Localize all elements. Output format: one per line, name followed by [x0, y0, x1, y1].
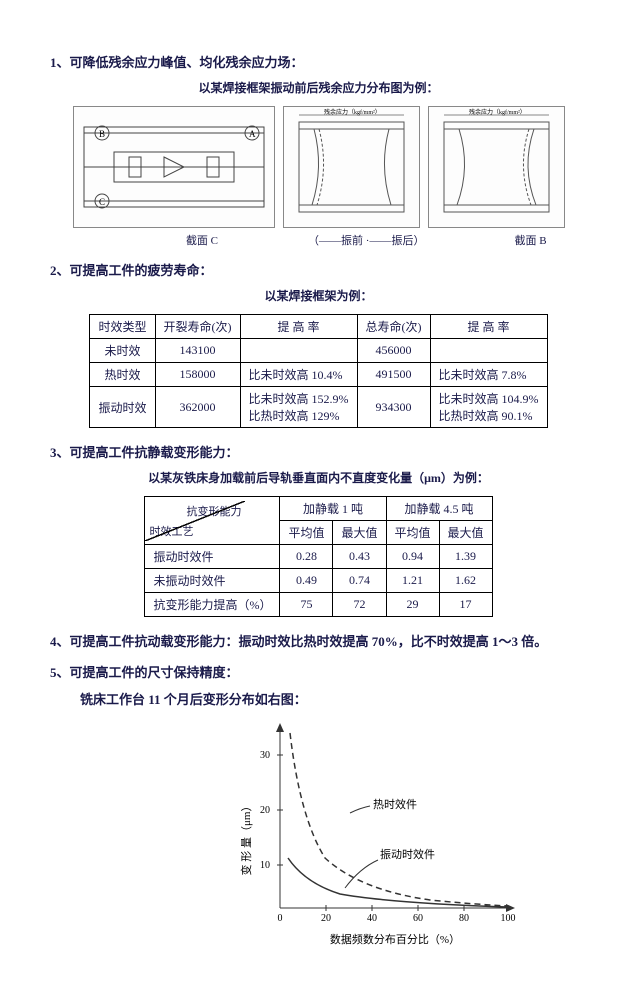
- svg-text:80: 80: [459, 913, 469, 924]
- td: 抗变形能力提高（%）: [145, 593, 280, 617]
- figure-labels: x 截面 C （——振前 ·——振后） 截面 B: [50, 232, 587, 248]
- series-vibration: [288, 858, 508, 907]
- table-row: 振动时效件 0.28 0.43 0.94 1.39: [145, 545, 492, 569]
- th: 总寿命(次): [357, 315, 430, 339]
- fig-label-mid: （——振前 ·——振后）: [308, 232, 424, 248]
- series-thermal: [290, 733, 508, 906]
- th: 提 高 率: [430, 315, 547, 339]
- th: 时效类型: [90, 315, 155, 339]
- decay-chart: 30 20 10 0 20 40 60 80 100 热时效件 振动时效件 变 形 量（…: [230, 718, 530, 952]
- td: [240, 339, 357, 363]
- td: 29: [386, 593, 439, 617]
- svg-text:20: 20: [321, 913, 331, 924]
- ytick: 10: [260, 860, 270, 871]
- th: 加静载 4.5 吨: [386, 497, 492, 521]
- td: 143100: [155, 339, 240, 363]
- td: 振动时效件: [145, 545, 280, 569]
- heading-3: 3、可提高工件抗静载变形能力：: [50, 442, 587, 461]
- x-axis-label: 数据频数分布百分比（%）: [330, 932, 460, 946]
- section-c-diagram: 残余应力（kgf/mm²）: [283, 106, 420, 228]
- th: 最大值: [333, 521, 386, 545]
- heading-5: 5、可提高工件的尺寸保持精度：: [50, 662, 587, 681]
- ytick: 30: [260, 750, 270, 761]
- table-row: 抗变形能力提高（%） 75 72 29 17: [145, 593, 492, 617]
- table-head-row: 时效类型 开裂寿命(次) 提 高 率 总寿命(次) 提 高 率: [90, 315, 547, 339]
- corner-cell: 抗变形能力 时效工艺: [145, 497, 280, 545]
- svg-text:残余应力（kgf/mm²）: 残余应力（kgf/mm²）: [324, 108, 381, 116]
- fig-label-b: 截面 B: [514, 232, 546, 248]
- td: 比未时效高 10.4%: [240, 363, 357, 387]
- td: 456000: [357, 339, 430, 363]
- caption-3: 以某灰铁床身加载前后导轨垂直面内不直度变化量（μm）为例：: [50, 469, 587, 486]
- svg-text:40: 40: [367, 913, 377, 924]
- td: 75: [280, 593, 333, 617]
- td: 比未时效高 152.9% 比热时效高 129%: [240, 387, 357, 428]
- table-row: 振动时效 362000 比未时效高 152.9% 比热时效高 129% 9343…: [90, 387, 547, 428]
- td: 362000: [155, 387, 240, 428]
- td: 振动时效: [90, 387, 155, 428]
- caption-2: 以某焊接框架为例：: [50, 287, 587, 304]
- th: 开裂寿命(次): [155, 315, 240, 339]
- svg-text:B: B: [99, 129, 105, 139]
- td: 1.39: [439, 545, 492, 569]
- th: 最大值: [439, 521, 492, 545]
- td: 比未时效高 7.8%: [430, 363, 547, 387]
- td: 491500: [357, 363, 430, 387]
- td: 0.28: [280, 545, 333, 569]
- table-row: 热时效 158000 比未时效高 10.4% 491500 比未时效高 7.8%: [90, 363, 547, 387]
- th: 平均值: [280, 521, 333, 545]
- svg-text:残余应力（kgf/mm²）: 残余应力（kgf/mm²）: [469, 108, 526, 116]
- ytick: 20: [260, 805, 270, 816]
- td: 158000: [155, 363, 240, 387]
- td: 1.21: [386, 569, 439, 593]
- td: 17: [439, 593, 492, 617]
- td: 比未时效高 104.9% 比热时效高 90.1%: [430, 387, 547, 428]
- th: 提 高 率: [240, 315, 357, 339]
- series1-label: 热时效件: [373, 797, 417, 811]
- table-row: 未振动时效件 0.49 0.74 1.21 1.62: [145, 569, 492, 593]
- td: 0.74: [333, 569, 386, 593]
- heading-4: 4、可提高工件抗动载变形能力：振动时效比热时效提高 70%，比不时效提高 1～3…: [50, 631, 587, 650]
- td: 1.62: [439, 569, 492, 593]
- fig-label-c: 截面 C: [186, 232, 218, 248]
- fatigue-table: 时效类型 开裂寿命(次) 提 高 率 总寿命(次) 提 高 率 未时效 1431…: [89, 314, 547, 428]
- td: 0.49: [280, 569, 333, 593]
- td: [430, 339, 547, 363]
- svg-text:60: 60: [413, 913, 423, 924]
- frame-schematic: B A C: [73, 106, 275, 228]
- section-b-diagram: 残余应力（kgf/mm²）: [428, 106, 565, 228]
- table-row: 未时效 143100 456000: [90, 339, 547, 363]
- figure-row-1: B A C 残余应力（kgf/mm²） 残余应力（kgf/mm²）: [50, 106, 587, 228]
- svg-text:0: 0: [278, 913, 283, 924]
- td: 72: [333, 593, 386, 617]
- svg-text:100: 100: [501, 913, 516, 924]
- series2-label: 振动时效件: [380, 847, 435, 861]
- heading-1: 1、可降低残余应力峰值、均化残余应力场：: [50, 52, 587, 71]
- deformation-table: 抗变形能力 时效工艺 加静载 1 吨 加静载 4.5 吨 平均值 最大值 平均值…: [144, 496, 492, 617]
- svg-text:A: A: [249, 129, 256, 139]
- td: 热时效: [90, 363, 155, 387]
- y-axis-label: 变 形 量（μm）: [239, 801, 253, 876]
- svg-text:C: C: [99, 197, 105, 207]
- para-5: 铣床工作台 11 个月后变形分布如右图：: [80, 689, 587, 708]
- td: 0.43: [333, 545, 386, 569]
- corner-bottom: 时效工艺: [149, 523, 193, 539]
- table-head-row: 抗变形能力 时效工艺 加静载 1 吨 加静载 4.5 吨: [145, 497, 492, 521]
- td: 未振动时效件: [145, 569, 280, 593]
- td: 934300: [357, 387, 430, 428]
- td: 0.94: [386, 545, 439, 569]
- corner-top: 抗变形能力: [186, 503, 241, 519]
- th: 加静载 1 吨: [280, 497, 386, 521]
- caption-1: 以某焊接框架振动前后残余应力分布图为例：: [50, 79, 587, 96]
- td: 未时效: [90, 339, 155, 363]
- heading-2: 2、可提高工件的疲劳寿命：: [50, 260, 587, 279]
- th: 平均值: [386, 521, 439, 545]
